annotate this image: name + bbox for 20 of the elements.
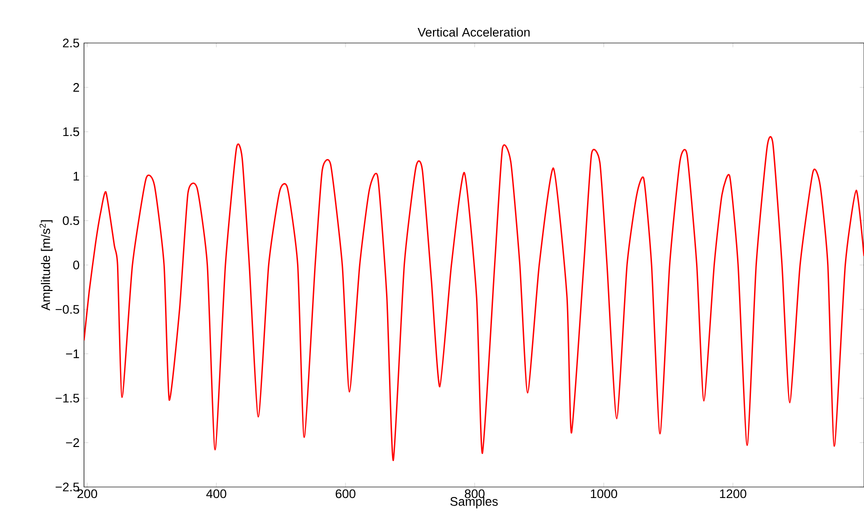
y-tick-label: −2: [66, 438, 80, 447]
y-tick-label: 1.5: [63, 127, 80, 136]
y-tick-label: 0.5: [62, 216, 80, 226]
y-axis-title: Amplitude [m/s$^{2}$]: [40, 220, 53, 311]
y-tick-label: −1.5: [56, 394, 80, 403]
x-tick-label: 800: [464, 489, 485, 498]
x-tick-label: 400: [206, 489, 226, 498]
x-tick-label: 1000: [590, 489, 618, 498]
y-tick-label: −1: [66, 350, 80, 358]
y-tick-label: 2.5: [62, 38, 80, 48]
x-tick-label: 1200: [720, 489, 746, 498]
y-tick-label: −0.5: [56, 304, 80, 314]
x-tick-label: 200: [77, 489, 98, 498]
y-tick-label: 0: [73, 260, 80, 270]
y-tick-label: 1: [74, 172, 80, 180]
x-axis-title: Samples: [450, 496, 498, 508]
chart-title: Vertical Acceleration: [418, 28, 530, 37]
x-tick-label: 600: [336, 489, 356, 498]
y-tick-label: 2: [73, 83, 80, 92]
y-tick-label: −2.5: [56, 482, 80, 492]
